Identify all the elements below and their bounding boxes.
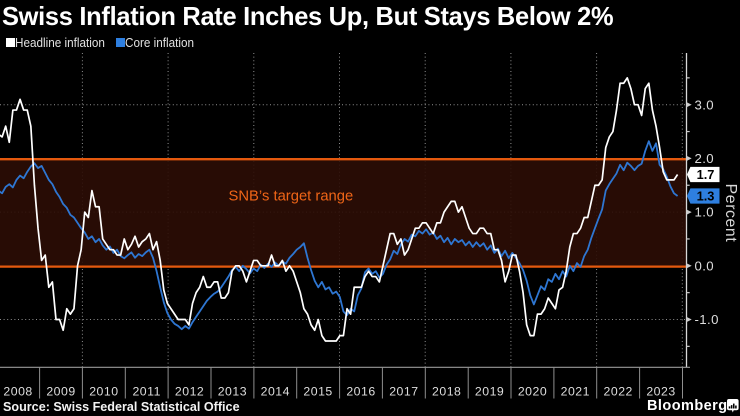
svg-text:2022: 2022 [604, 385, 633, 399]
svg-text:2009: 2009 [46, 385, 75, 399]
svg-text:3.0: 3.0 [695, 97, 715, 112]
svg-text:2008: 2008 [3, 385, 32, 399]
svg-text:2016: 2016 [346, 385, 375, 399]
svg-text:1.0: 1.0 [695, 205, 715, 220]
svg-text:2021: 2021 [561, 385, 590, 399]
svg-text:2013: 2013 [218, 385, 247, 399]
svg-text:2014: 2014 [261, 385, 290, 399]
svg-text:0.0: 0.0 [695, 258, 715, 273]
svg-text:2012: 2012 [175, 385, 204, 399]
svg-text:2018: 2018 [432, 385, 461, 399]
svg-text:Percent: Percent [722, 184, 739, 243]
svg-text:1.3: 1.3 [697, 189, 715, 204]
svg-text:-1.0: -1.0 [695, 312, 719, 327]
svg-text:2010: 2010 [89, 385, 118, 399]
svg-text:2015: 2015 [303, 385, 332, 399]
svg-text:2.0: 2.0 [695, 151, 715, 166]
svg-text:2017: 2017 [389, 385, 418, 399]
svg-text:2011: 2011 [132, 385, 160, 399]
svg-text:2019: 2019 [475, 385, 504, 399]
svg-text:2023: 2023 [646, 385, 675, 399]
svg-text:SNB’s target range: SNB’s target range [229, 189, 354, 205]
svg-text:2020: 2020 [518, 385, 547, 399]
svg-text:1.7: 1.7 [697, 167, 715, 182]
